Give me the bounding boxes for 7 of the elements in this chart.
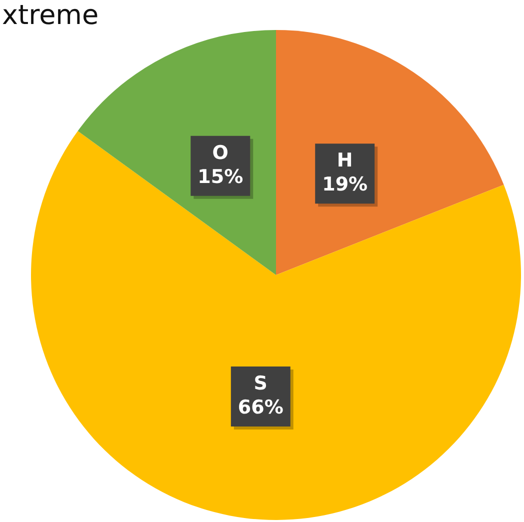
slice-label: O bbox=[212, 142, 228, 164]
data-label: 19% bbox=[322, 174, 368, 196]
chart-title: xtreme bbox=[2, 0, 99, 32]
slice-label: S bbox=[254, 372, 268, 394]
data-label: 15% bbox=[198, 166, 244, 188]
slice-label: H bbox=[336, 150, 353, 172]
data-label: 66% bbox=[238, 396, 284, 418]
